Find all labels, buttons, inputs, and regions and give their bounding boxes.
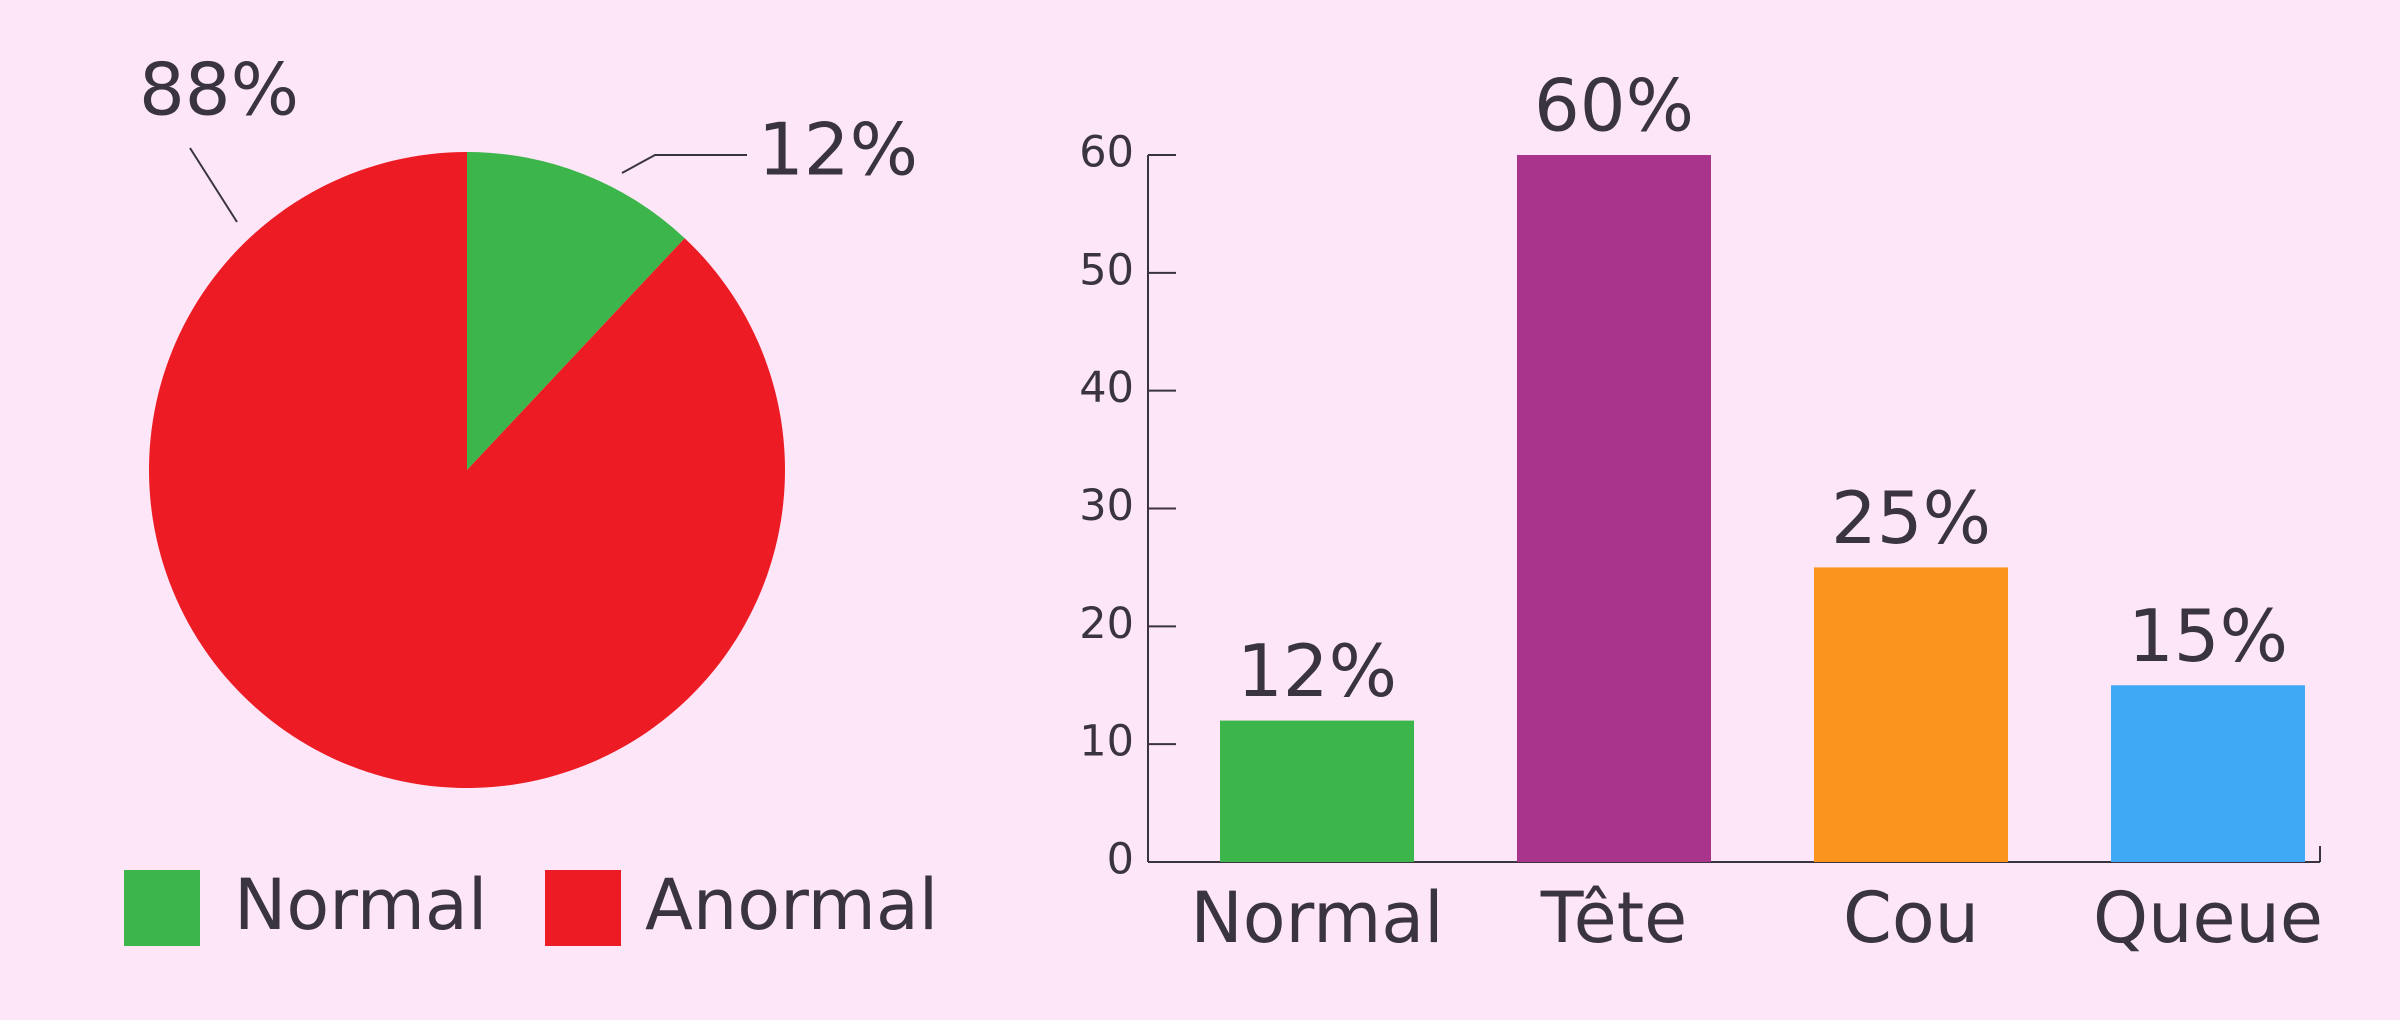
value-label: 12% — [758, 108, 918, 192]
leader-line — [621, 154, 747, 174]
value-label: 15% — [2128, 594, 2288, 678]
x-tick-label: Normal — [1190, 877, 1443, 959]
legend-swatch — [545, 870, 621, 946]
value-label: 60% — [1534, 64, 1694, 148]
bar — [2111, 685, 2305, 862]
x-tick-label: Cou — [1843, 877, 1979, 959]
bar — [1517, 155, 1711, 862]
value-label: 12% — [1237, 629, 1397, 713]
y-tick-label: 50 — [1079, 245, 1134, 295]
y-tick-label: 60 — [1079, 128, 1134, 178]
x-tick-label: Queue — [2093, 877, 2323, 959]
value-label: 88% — [139, 48, 299, 132]
legend-label: Normal — [234, 864, 487, 946]
value-label: 25% — [1831, 476, 1991, 560]
leader-line — [189, 147, 238, 223]
legend-label: Anormal — [645, 864, 938, 946]
y-tick-label: 10 — [1079, 717, 1134, 767]
y-tick-label: 20 — [1079, 599, 1134, 649]
y-tick-label: 40 — [1079, 363, 1134, 413]
x-tick-label: Tête — [1540, 877, 1688, 959]
pie-slice — [467, 152, 685, 470]
bar — [1220, 720, 1414, 862]
y-tick-label: 30 — [1079, 481, 1134, 531]
bar — [1814, 567, 2008, 862]
pie-slice — [149, 152, 786, 788]
legend-swatch — [124, 870, 200, 946]
y-tick-label: 0 — [1107, 835, 1134, 885]
